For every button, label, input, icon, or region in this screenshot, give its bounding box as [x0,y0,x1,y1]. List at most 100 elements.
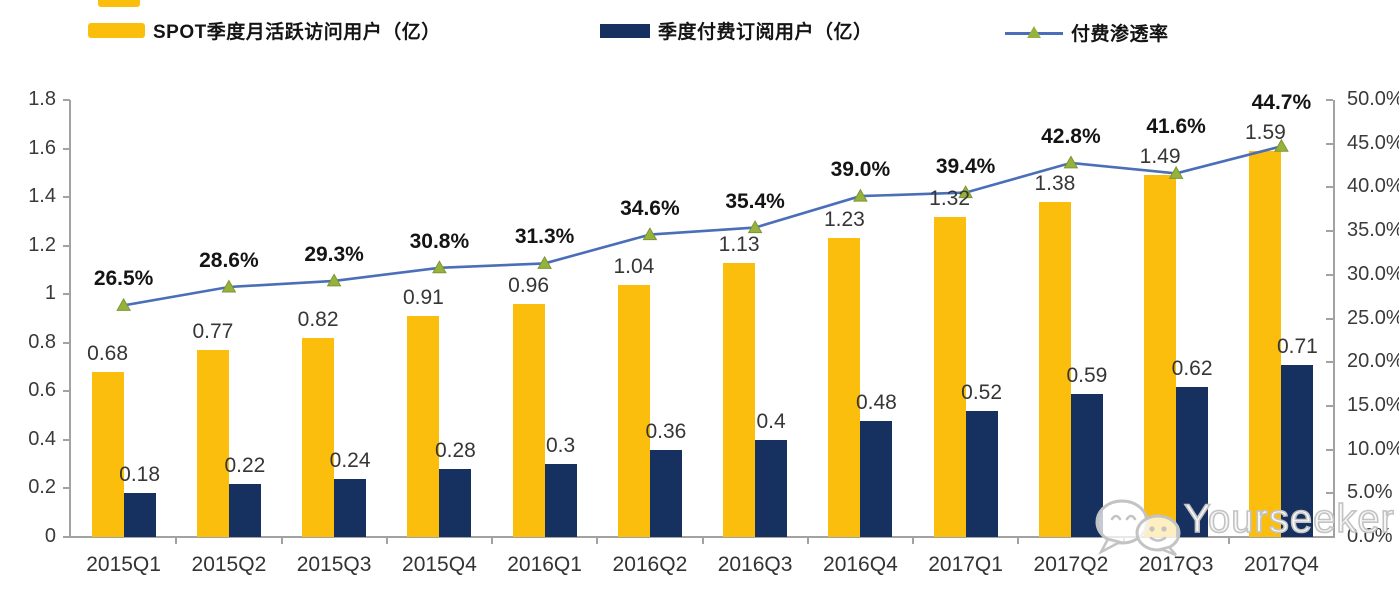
left-axis-tick [63,438,70,441]
left-axis-tick [63,390,70,393]
penetration-value-label: 42.8% [1041,124,1101,148]
left-axis-tick [63,244,70,247]
legend-label-mau: SPOT季度月活跃访问用户（亿） [153,22,441,43]
subs-bar [1176,386,1209,537]
subs-legend-swatch-icon [600,23,650,38]
penetration-marker-icon [116,297,131,311]
right-axis-tick-label: 0.0% [1347,525,1393,547]
penetration-value-label: 35.4% [725,189,785,213]
mau-bar-value-label: 1.04 [613,254,655,278]
subs-bar-value-label: 0.36 [645,419,687,443]
penetration-value-label: 31.3% [514,225,575,249]
left-axis-tick-label: 1.2 [28,233,56,256]
right-axis-tick [1326,492,1333,495]
penetration-marker-icon [642,227,658,241]
x-axis-category-label: 2016Q3 [717,553,793,576]
right-axis-tick-label: 40.0% [1347,175,1399,198]
legend-item-penetration: 付费渗透率 [1005,19,1169,46]
penetration-marker-icon [1063,155,1079,169]
penetration-marker-icon [853,188,868,202]
right-axis-tick [1326,404,1333,407]
x-axis-category-label: 2015Q1 [86,553,161,576]
left-axis-tick-label: 0.6 [28,379,56,402]
x-axis-category-label: 2015Q4 [402,553,477,576]
mau-bar-value-label: 0.91 [402,286,444,310]
penetration-value-label: 41.6% [1146,115,1206,139]
right-axis-line [1333,100,1335,538]
subs-bar [544,464,577,537]
right-axis-tick [1326,317,1333,320]
cropped-legend-artifact [98,0,140,7]
mau-bar [407,316,440,537]
x-axis-category-label: 2015Q2 [191,553,267,576]
right-axis-tick [1326,361,1333,364]
left-axis-tick [63,293,70,296]
left-axis-tick-label: 1.4 [28,185,56,208]
left-axis-tick [63,147,70,150]
penetration-legend-line-icon [1005,25,1063,40]
mau-bar [196,350,229,537]
mau-bar [723,262,756,537]
mau-bar [512,303,545,537]
right-axis-tick [1326,448,1333,451]
mau-bar-value-label: 1.49 [1139,145,1181,169]
right-axis-tick [1326,99,1333,101]
subs-bar [123,493,156,537]
mau-bar-value-label: 0.68 [87,341,129,365]
x-axis-category-label: 2017Q2 [1033,553,1109,576]
right-axis-tick [1326,273,1333,276]
right-axis-tick-label: 50.0% [1347,88,1399,110]
x-axis-tick [806,537,809,544]
x-axis-category-label: 2017Q3 [1138,553,1214,576]
watermark: Yourseeker [1092,496,1395,557]
legend-label-penetration: 付费渗透率 [1071,24,1169,45]
penetration-value-label: 29.3% [304,242,364,266]
subs-bar-value-label: 0.59 [1066,363,1108,387]
x-axis-tick [1227,537,1230,544]
mau-bar-value-label: 1.13 [718,232,760,256]
subs-bar-value-label: 0.28 [434,439,476,462]
mau-bar [617,284,650,537]
mau-bar-value-label: 0.82 [297,307,339,331]
penetration-value-label: 39.4% [935,154,996,178]
right-axis-tick-label: 10.0% [1347,437,1399,460]
subs-bar-value-label: 0.3 [545,434,576,458]
x-axis-tick [596,537,599,544]
left-axis-line [69,100,71,538]
legend-label-subs: 季度付费订阅用户（亿） [658,22,873,43]
right-axis-tick [1326,142,1333,145]
right-axis-tick-label: 35.0% [1347,219,1399,242]
mau-bar [828,238,861,537]
legend-item-mau: SPOT季度月活跃访问用户（亿） [88,17,441,44]
left-axis-tick [63,487,70,490]
legend-item-subs: 季度付费订阅用户（亿） [600,17,873,44]
x-axis-category-label: 2017Q4 [1244,553,1319,576]
subs-bar [334,478,367,537]
x-axis-tick [385,537,388,544]
penetration-line-path [123,145,1282,307]
mau-bar [933,216,966,537]
right-axis-tick-label: 20.0% [1347,350,1399,373]
x-axis-category-label: 2016Q4 [823,553,898,576]
subs-bar-value-label: 0.48 [855,390,897,414]
penetration-marker-icon [326,273,342,287]
penetration-value-label: 34.6% [620,196,680,220]
mau-bar-value-label: 1.23 [823,208,865,232]
subs-bar-value-label: 0.22 [224,453,266,477]
left-axis-tick [63,196,70,199]
mau-bar-value-label: 1.38 [1034,172,1076,195]
penetration-value-label: 39.0% [830,158,891,182]
right-axis-tick [1326,536,1333,538]
right-axis-tick [1326,186,1333,189]
x-axis-category-label: 2017Q1 [928,553,1003,576]
mau-bar-value-label: 1.32 [929,186,971,210]
left-axis-tick [63,341,70,344]
mau-bar [302,337,335,537]
left-axis-tick-label: 0.8 [28,330,56,353]
x-axis-tick [280,537,283,544]
mau-bar-value-label: 1.59 [1244,121,1286,144]
mau-bar-value-label: 0.77 [192,320,234,344]
left-axis-tick-label: 1.6 [28,136,56,159]
subs-bar [860,420,893,537]
